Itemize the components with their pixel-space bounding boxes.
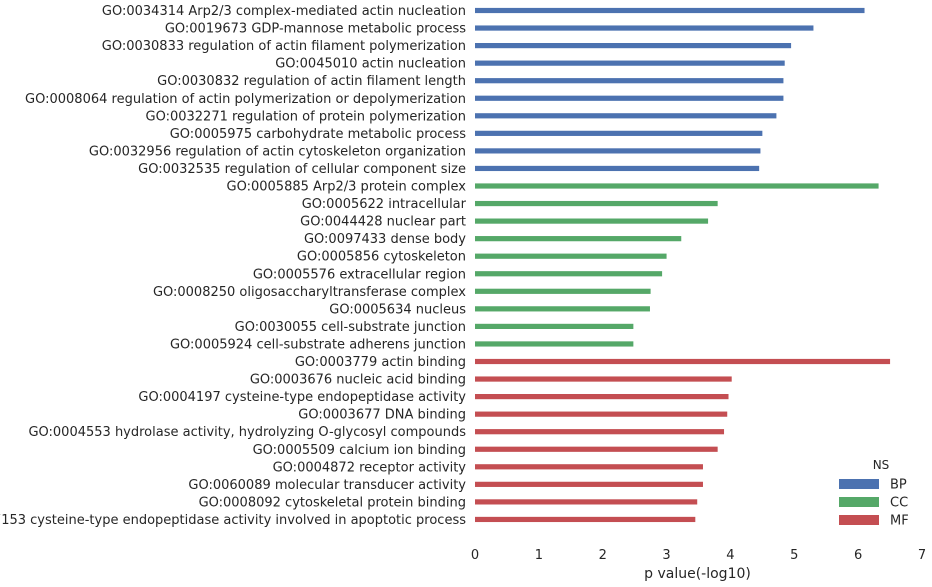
bar-cc	[475, 271, 663, 277]
bar-cc	[475, 306, 650, 312]
bar-cc	[475, 323, 634, 329]
category-label: GO:0003676 nucleic acid binding	[250, 373, 466, 388]
bar-bp	[475, 25, 814, 31]
category-label: GO:0005885 Arp2/3 protein complex	[227, 180, 467, 195]
x-tick-label: 5	[790, 548, 798, 563]
category-label: GO:0097153 cysteine-type endopeptidase a…	[0, 513, 466, 528]
bar-mf	[475, 481, 703, 487]
category-label: GO:0005622 intracellular	[302, 197, 467, 212]
x-tick-label: 3	[662, 548, 670, 563]
bar-cc	[475, 183, 879, 189]
bar-bp	[475, 95, 784, 101]
legend-label-bp: BP	[890, 478, 907, 493]
bar-cc	[475, 253, 667, 259]
bar-bp	[475, 148, 761, 154]
bars-layer	[475, 7, 891, 523]
bar-bp	[475, 113, 777, 119]
category-label: GO:0003779 actin binding	[295, 355, 466, 370]
category-label: GO:0005576 extracellular region	[253, 267, 466, 282]
bar-mf	[475, 464, 703, 470]
bar-bp	[475, 43, 792, 49]
category-label: GO:0030055 cell-substrate junction	[235, 320, 466, 335]
category-label: GO:0008250 oligosaccharyltransferase com…	[153, 285, 466, 300]
bar-cc	[475, 236, 682, 242]
legend-swatch-mf	[839, 515, 879, 525]
x-tick-label: 6	[854, 548, 862, 563]
legend-swatch-bp	[839, 479, 879, 489]
bar-mf	[475, 446, 718, 452]
category-label: GO:0030832 regulation of actin filament …	[157, 74, 466, 89]
category-label: GO:0005509 calcium ion binding	[253, 443, 466, 458]
category-label: GO:0030833 regulation of actin filament …	[102, 39, 466, 54]
x-tick-label: 2	[599, 548, 607, 563]
category-label: GO:0005975 carbohydrate metabolic proces…	[170, 127, 466, 142]
x-tick-label: 1	[535, 548, 543, 563]
category-label: GO:0045010 actin nucleation	[275, 57, 466, 72]
bar-mf	[475, 358, 891, 365]
x-tick-label: 0	[471, 548, 479, 563]
legend-label-cc: CC	[890, 496, 908, 511]
legend: NS BP CC MF	[839, 458, 909, 529]
x-axis-label: p value(-log10)	[644, 566, 751, 582]
bar-mf	[475, 394, 729, 400]
category-label: GO:0008064 regulation of actin polymeriz…	[25, 92, 466, 107]
category-label: GO:0032271 regulation of protein polymer…	[146, 109, 466, 124]
bar-mf	[475, 429, 725, 435]
bar-cc	[475, 288, 651, 294]
category-label: GO:0032535 regulation of cellular compon…	[138, 162, 466, 177]
category-label: GO:0004197 cysteine-type endopeptidase a…	[138, 390, 466, 405]
category-label: GO:0060089 molecular transducer activity	[188, 478, 466, 493]
bar-bp	[475, 165, 760, 172]
legend-title: NS	[873, 458, 890, 472]
bar-mf	[475, 376, 732, 382]
bar-mf	[475, 516, 696, 523]
x-tick-label: 7	[918, 548, 926, 563]
legend-swatch-cc	[839, 497, 879, 507]
category-label: GO:0034314 Arp2/3 complex-mediated actin…	[102, 4, 466, 19]
category-label: GO:0005634 nucleus	[329, 302, 466, 317]
x-axis-ticks: 0 1 2 3 4 5 6 7	[471, 548, 926, 563]
bar-cc	[475, 200, 718, 207]
x-tick-label: 4	[726, 548, 734, 563]
category-label: GO:0019673 GDP-mannose metabolic process	[165, 22, 466, 37]
category-label: GO:0097433 dense body	[304, 232, 466, 247]
legend-label-mf: MF	[890, 514, 909, 529]
category-label: GO:0004872 receptor activity	[273, 460, 467, 475]
bar-mf	[475, 411, 728, 417]
category-label: GO:0003677 DNA binding	[298, 408, 466, 423]
category-label: GO:0032956 regulation of actin cytoskele…	[89, 144, 466, 159]
bar-bp	[475, 7, 865, 14]
bar-mf	[475, 499, 698, 505]
category-label: GO:0008092 cytoskeletal protein binding	[199, 495, 466, 510]
bar-cc	[475, 341, 634, 347]
category-label: GO:0005856 cytoskeleton	[297, 250, 466, 265]
category-label: GO:0005924 cell-substrate adherens junct…	[170, 337, 466, 352]
legend-entries: BP CC MF	[839, 478, 909, 529]
category-labels: GO:0034314 Arp2/3 complex-mediated actin…	[0, 4, 467, 528]
bar-cc	[475, 218, 709, 224]
category-label: GO:0004553 hydrolase activity, hydrolyzi…	[28, 425, 466, 440]
bar-bp	[475, 60, 785, 66]
bar-bp	[475, 130, 763, 136]
category-label: GO:0044428 nuclear part	[300, 215, 466, 230]
bar-bp	[475, 78, 784, 84]
